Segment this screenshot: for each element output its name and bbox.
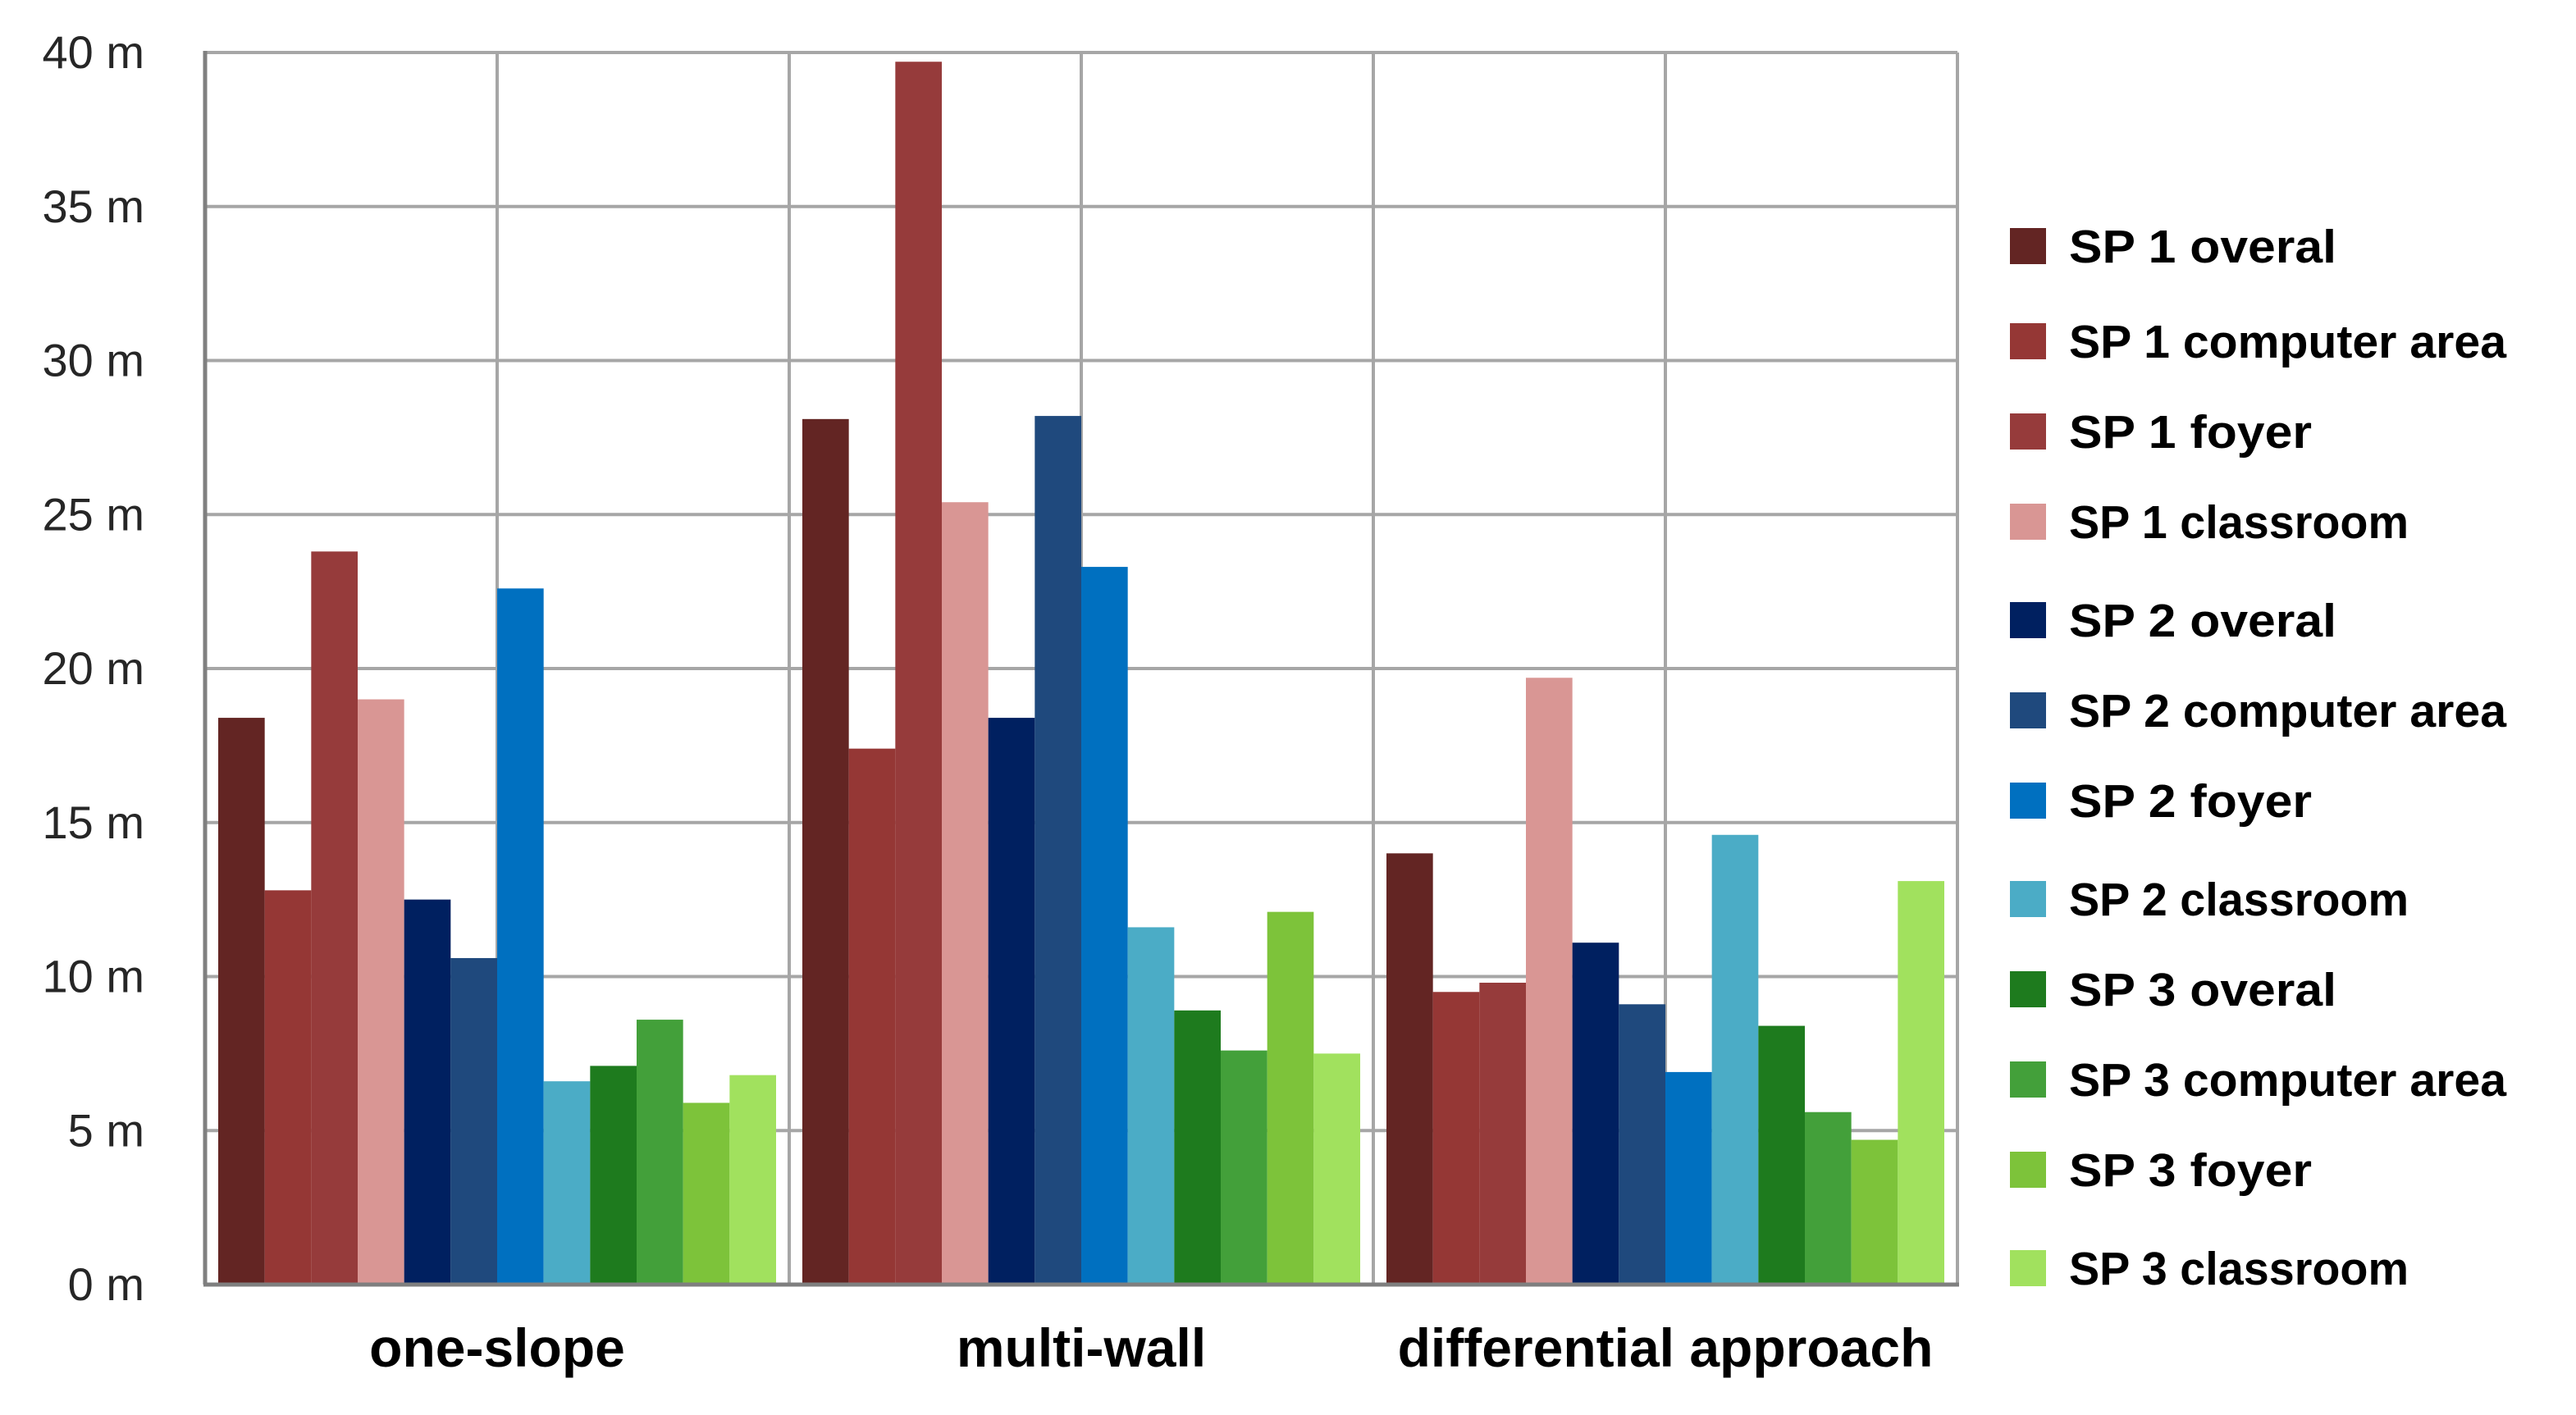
legend-item-sp-2-classroom: SP 2 classroom [2010, 874, 2409, 926]
legend: SP 1 overal SP 1 computer area SP 1 foyer S… [2010, 221, 2507, 1295]
bar-differential-approach-sp-1-foyer [1479, 983, 1526, 1285]
bar-multi-wall-sp-3-computer-area [1221, 1050, 1267, 1285]
bar-differential-approach-sp-3-classroom [1898, 881, 1944, 1285]
legend-label: SP 3 classroom [2069, 1243, 2409, 1295]
bar-multi-wall-sp-3-foyer [1267, 911, 1314, 1285]
bars [218, 62, 1944, 1285]
legend-item-sp-3-computer-area: SP 3 computer area [2010, 1054, 2507, 1107]
legend-item-sp-3-overal: SP 3 overal [2010, 964, 2336, 1016]
legend-swatch [2010, 228, 2046, 264]
y-tick-label: 30 m [43, 335, 145, 386]
legend-swatch [2010, 602, 2046, 638]
bar-one-slope-sp-3-computer-area [637, 1020, 683, 1285]
x-tick-label-one-slope: one-slope [369, 1317, 625, 1378]
legend-label: SP 2 computer area [2069, 685, 2507, 737]
bar-differential-approach-sp-1-computer-area [1432, 992, 1480, 1285]
legend-label: SP 1 classroom [2069, 496, 2409, 549]
bar-differential-approach-sp-1-overal [1386, 853, 1433, 1285]
y-tick-label: 25 m [43, 488, 145, 540]
bar-differential-approach-sp-3-foyer [1851, 1139, 1898, 1285]
bar-multi-wall-sp-1-foyer [895, 62, 942, 1285]
x-tick-label-multi-wall: multi-wall [957, 1317, 1206, 1378]
legend-item-sp-2-foyer: SP 2 foyer [2010, 775, 2312, 828]
bar-one-slope-sp-2-classroom [543, 1081, 591, 1285]
legend-swatch [2010, 1250, 2046, 1286]
bar-one-slope-sp-2-foyer [497, 588, 544, 1285]
legend-item-sp-1-computer-area: SP 1 computer area [2010, 316, 2507, 368]
bar-multi-wall-sp-3-overal [1174, 1010, 1221, 1285]
legend-swatch [2010, 692, 2046, 728]
bar-one-slope-sp-1-computer-area [264, 890, 312, 1285]
legend-label: SP 2 classroom [2069, 874, 2409, 926]
bar-one-slope-sp-3-overal [590, 1066, 637, 1285]
y-tick-label: 10 m [43, 951, 145, 1002]
legend-item-sp-3-classroom: SP 3 classroom [2010, 1243, 2409, 1295]
legend-label: SP 3 foyer [2069, 1144, 2312, 1197]
legend-label: SP 3 overal [2069, 964, 2336, 1016]
bar-differential-approach-sp-1-classroom [1526, 678, 1573, 1285]
y-tick-label: 15 m [43, 797, 145, 848]
bar-differential-approach-sp-2-overal [1572, 943, 1619, 1285]
bar-differential-approach-sp-2-classroom [1711, 834, 1759, 1285]
legend-label: SP 1 overal [2069, 221, 2336, 273]
bar-one-slope-sp-3-classroom [729, 1075, 776, 1285]
legend-swatch [2010, 1152, 2046, 1188]
legend-swatch [2010, 881, 2046, 917]
bar-multi-wall-sp-2-classroom [1127, 927, 1175, 1285]
bar-one-slope-sp-3-foyer [683, 1102, 730, 1285]
legend-swatch [2010, 413, 2046, 450]
bar-multi-wall-sp-1-computer-area [848, 748, 896, 1285]
legend-item-sp-1-classroom: SP 1 classroom [2010, 496, 2409, 549]
x-tick-label-differential-approach: differential approach [1398, 1317, 1934, 1378]
legend-label: SP 1 computer area [2069, 316, 2507, 368]
legend-label: SP 2 overal [2069, 595, 2336, 647]
y-tick-label: 35 m [43, 180, 145, 232]
bar-one-slope-sp-1-classroom [358, 699, 404, 1285]
bar-differential-approach-sp-2-computer-area [1619, 1004, 1665, 1285]
legend-swatch [2010, 504, 2046, 540]
y-tick-label: 40 m [43, 26, 145, 78]
bar-one-slope-sp-2-computer-area [450, 957, 497, 1285]
bar-multi-wall-sp-1-classroom [942, 502, 989, 1285]
bar-multi-wall-sp-2-computer-area [1035, 416, 1081, 1285]
legend-swatch [2010, 971, 2046, 1007]
bar-differential-approach-sp-3-overal [1758, 1025, 1805, 1285]
legend-label: SP 2 foyer [2069, 775, 2312, 828]
bar-multi-wall-sp-2-foyer [1081, 567, 1128, 1285]
legend-item-sp-2-overal: SP 2 overal [2010, 595, 2336, 647]
y-tick-label: 5 m [68, 1104, 144, 1156]
bar-differential-approach-sp-3-computer-area [1805, 1111, 1852, 1285]
bar-multi-wall-sp-2-overal [988, 718, 1035, 1285]
bar-multi-wall-sp-1-overal [802, 418, 849, 1285]
bar-one-slope-sp-1-foyer [311, 551, 358, 1285]
legend-label: SP 1 foyer [2069, 406, 2312, 459]
legend-label: SP 3 computer area [2069, 1054, 2507, 1107]
bar-one-slope-sp-1-overal [218, 718, 265, 1285]
y-tick-label: 0 m [68, 1258, 144, 1310]
bar-differential-approach-sp-2-foyer [1665, 1071, 1712, 1285]
axes: 0 m 5 m 10 m 15 m 20 m 25 m 30 m 35 m 40 m one-sl… [43, 26, 1959, 1378]
legend-swatch [2010, 1061, 2046, 1098]
legend-swatch [2010, 783, 2046, 819]
legend-item-sp-3-foyer: SP 3 foyer [2010, 1144, 2312, 1197]
legend-item-sp-1-overal: SP 1 overal [2010, 221, 2336, 273]
y-tick-label: 20 m [43, 642, 145, 694]
bar-one-slope-sp-2-overal [404, 899, 451, 1285]
legend-item-sp-2-computer-area: SP 2 computer area [2010, 685, 2507, 737]
bar-multi-wall-sp-3-classroom [1313, 1053, 1360, 1285]
legend-swatch [2010, 323, 2046, 359]
legend-item-sp-1-foyer: SP 1 foyer [2010, 406, 2312, 459]
